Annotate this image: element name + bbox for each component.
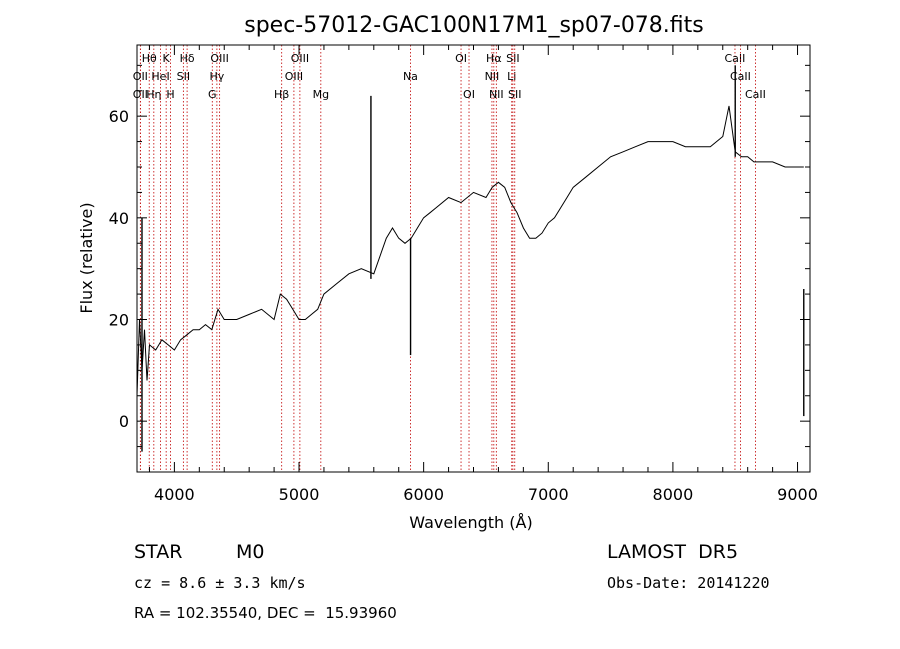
spectral-line-label: NII <box>485 70 500 83</box>
redshift-readout: cz = 8.6 ± 3.3 km/s <box>134 574 306 592</box>
spectral-line-label: OIII <box>285 70 303 83</box>
y-tick-label: 60 <box>109 107 129 126</box>
x-tick-label: 4000 <box>154 485 195 504</box>
spectral-line-label: K <box>163 52 171 65</box>
spectral-line-label: CaII <box>730 70 751 83</box>
y-tick-label: 40 <box>109 209 129 228</box>
spectral-line-label: Li <box>507 70 516 83</box>
spectral-line-label: SII <box>508 88 521 101</box>
spectral-line-label: OII <box>133 70 148 83</box>
x-tick-label: 6000 <box>403 485 444 504</box>
coordinates: RA = 102.35540, DEC = 15.93960 <box>134 604 397 622</box>
x-tick-label: 7000 <box>528 485 569 504</box>
spectral-line-label: HeI <box>151 70 169 83</box>
y-tick-label: 20 <box>109 311 129 330</box>
spectral-line-label: OI <box>455 52 467 65</box>
object-subclass: M0 <box>236 541 265 563</box>
spectral-line-label: OIII <box>210 52 228 65</box>
spectral-line-label: Hβ <box>274 88 289 101</box>
spectral-line-label: OI <box>463 88 475 101</box>
spectral-line-label: G <box>208 88 217 101</box>
spectral-line-label: SII <box>177 70 190 83</box>
plot-frame <box>136 44 811 473</box>
spectral-line-label: OIII <box>291 52 309 65</box>
spectral-line-label: SII <box>506 52 519 65</box>
x-tick-label: 8000 <box>653 485 694 504</box>
spectral-line-label: Hθ <box>142 52 157 65</box>
object-class: STAR <box>134 541 183 563</box>
survey-name: LAMOST DR5 <box>607 541 739 563</box>
spectral-line-label: Hγ <box>209 70 224 83</box>
spectral-line-label: H <box>166 88 174 101</box>
spectral-line-label: NII <box>489 88 504 101</box>
observation-date: Obs-Date: 20141220 <box>607 574 770 592</box>
spectral-line-label: CaII <box>725 52 746 65</box>
spectrum-line <box>136 105 804 396</box>
x-axis-label: Wavelength (Å) <box>409 513 532 532</box>
spectral-line-label: Hη <box>146 88 161 101</box>
x-tick-label: 9000 <box>777 485 818 504</box>
x-tick-label: 5000 <box>279 485 320 504</box>
spectral-line-label: Hα <box>486 52 502 65</box>
chart-title: spec-57012-GAC100N17M1_sp07-078.fits <box>244 13 704 38</box>
spectral-line-label: Na <box>403 70 418 83</box>
spectral-line-label: CaII <box>745 88 766 101</box>
spectral-line-label: Hδ <box>180 52 195 65</box>
y-tick-label: 0 <box>119 412 129 431</box>
y-axis-label: Flux (relative) <box>77 202 96 313</box>
spectral-line-label: Mg <box>313 88 329 101</box>
